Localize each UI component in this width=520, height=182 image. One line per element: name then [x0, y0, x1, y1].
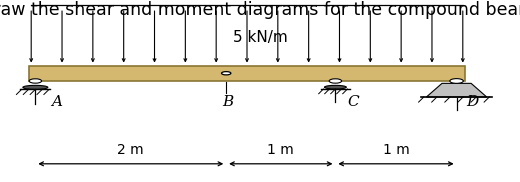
Ellipse shape: [324, 85, 346, 89]
Text: Draw the shear and moment diagrams for the compound beam.: Draw the shear and moment diagrams for t…: [0, 1, 520, 19]
Circle shape: [29, 79, 42, 83]
Circle shape: [329, 79, 342, 83]
Text: C: C: [347, 95, 359, 109]
Text: 2 m: 2 m: [118, 143, 144, 157]
Polygon shape: [426, 83, 487, 97]
Circle shape: [222, 72, 231, 75]
Text: A: A: [51, 95, 62, 109]
Text: D: D: [466, 95, 478, 109]
Ellipse shape: [23, 85, 48, 89]
Text: 1 m: 1 m: [267, 143, 294, 157]
Text: 1 m: 1 m: [383, 143, 409, 157]
Circle shape: [450, 79, 463, 83]
Text: 5 kN/m: 5 kN/m: [232, 30, 288, 45]
Bar: [29, 66, 465, 81]
Text: B: B: [223, 95, 234, 109]
